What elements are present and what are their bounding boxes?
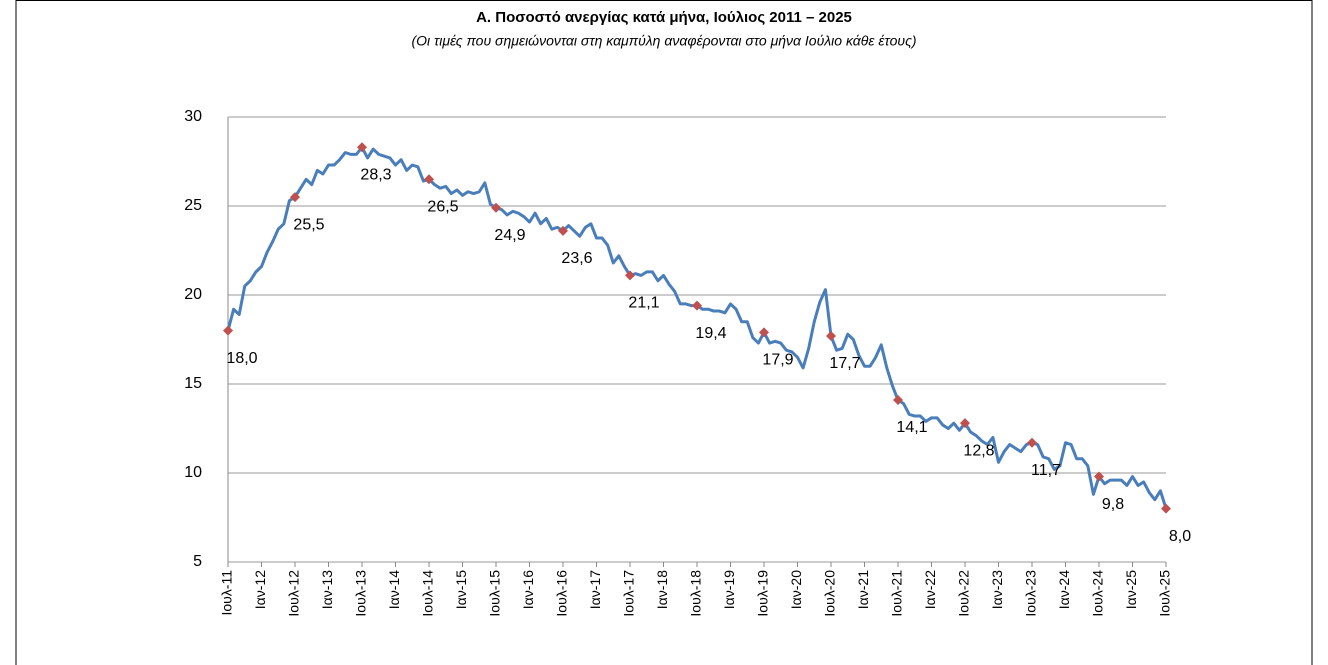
x-tick-label: Ιουλ-12 [286,570,302,617]
x-tick-label: Ιουλ-13 [353,570,369,617]
value-label: 8,0 [1169,528,1191,545]
y-tick-label: 20 [184,286,202,303]
marker [223,325,233,336]
marker [1027,437,1037,448]
x-tick-label: Ιουλ-14 [420,570,436,617]
value-label: 17,7 [829,355,860,372]
y-tick-label: 25 [184,197,202,214]
marker [491,202,501,213]
x-tick-label: Ιουλ-22 [956,570,972,617]
marker [1161,503,1171,514]
value-label: 25,5 [293,216,324,233]
value-label: 21,1 [628,295,659,312]
value-label: 19,4 [695,325,726,342]
x-tick-label: Ιουλ-11 [219,570,235,616]
marker [960,418,970,429]
chart-title: Α. Ποσοστό ανεργίας κατά μήνα, Ιούλιος 2… [476,9,852,26]
x-tick-label: Ιουλ-18 [688,570,704,617]
value-label: 18,0 [226,350,257,367]
x-tick-label: Ιουλ-24 [1090,570,1106,617]
y-tick-label: 15 [184,375,202,392]
x-tick-label: Ιαν-15 [453,570,469,609]
x-tick-label: Ιαν-16 [520,570,536,609]
x-tick-label: Ιουλ-15 [487,570,503,617]
value-label: 23,6 [561,250,592,267]
x-tick-label: Ιαν-17 [587,570,603,609]
x-tick-label: Ιαν-25 [1123,570,1139,609]
chart-border [15,0,1313,665]
x-tick-label: Ιουλ-21 [889,570,905,617]
x-tick-label: Ιουλ-16 [554,570,570,617]
value-label: 26,5 [427,199,458,216]
value-label: 12,8 [963,442,994,459]
x-tick-label: Ιουλ-17 [621,570,637,617]
marker [625,270,635,281]
marker [692,300,702,311]
x-tick-label: Ιαν-23 [989,570,1005,609]
marker [826,330,836,341]
x-tick-label: Ιαν-12 [252,570,268,609]
value-label: 14,1 [896,419,927,436]
x-tick-label: Ιαν-24 [1056,570,1072,609]
marker [893,395,903,406]
x-tick-label: Ιαν-14 [386,570,402,609]
marker [759,327,769,338]
value-label: 24,9 [494,227,525,244]
x-tick-label: Ιαν-21 [855,570,871,609]
value-label: 9,8 [1102,496,1124,513]
marker [290,192,300,203]
marker [1094,471,1104,482]
x-tick-label: Ιουλ-25 [1157,570,1173,617]
chart-subtitle: (Οι τιμές που σημειώνονται στη καμπύλη α… [411,33,916,49]
x-tick-label: Ιαν-18 [654,570,670,609]
value-label: 11,7 [1031,462,1061,479]
x-tick-label: Ιαν-20 [788,570,804,609]
marker [357,142,367,153]
y-tick-label: 30 [184,108,202,125]
x-tick-label: Ιουλ-20 [822,570,838,617]
x-tick-label: Ιουλ-19 [755,570,771,617]
x-tick-label: Ιαν-22 [922,570,938,609]
y-tick-label: 5 [193,553,202,570]
x-tick-label: Ιαν-19 [721,570,737,609]
x-tick-label: Ιουλ-23 [1023,570,1039,617]
marker [424,174,434,185]
value-label: 17,9 [762,352,793,369]
marker [558,225,568,236]
y-tick-label: 10 [184,464,202,481]
x-tick-label: Ιαν-13 [319,570,335,609]
value-label: 28,3 [360,166,391,183]
